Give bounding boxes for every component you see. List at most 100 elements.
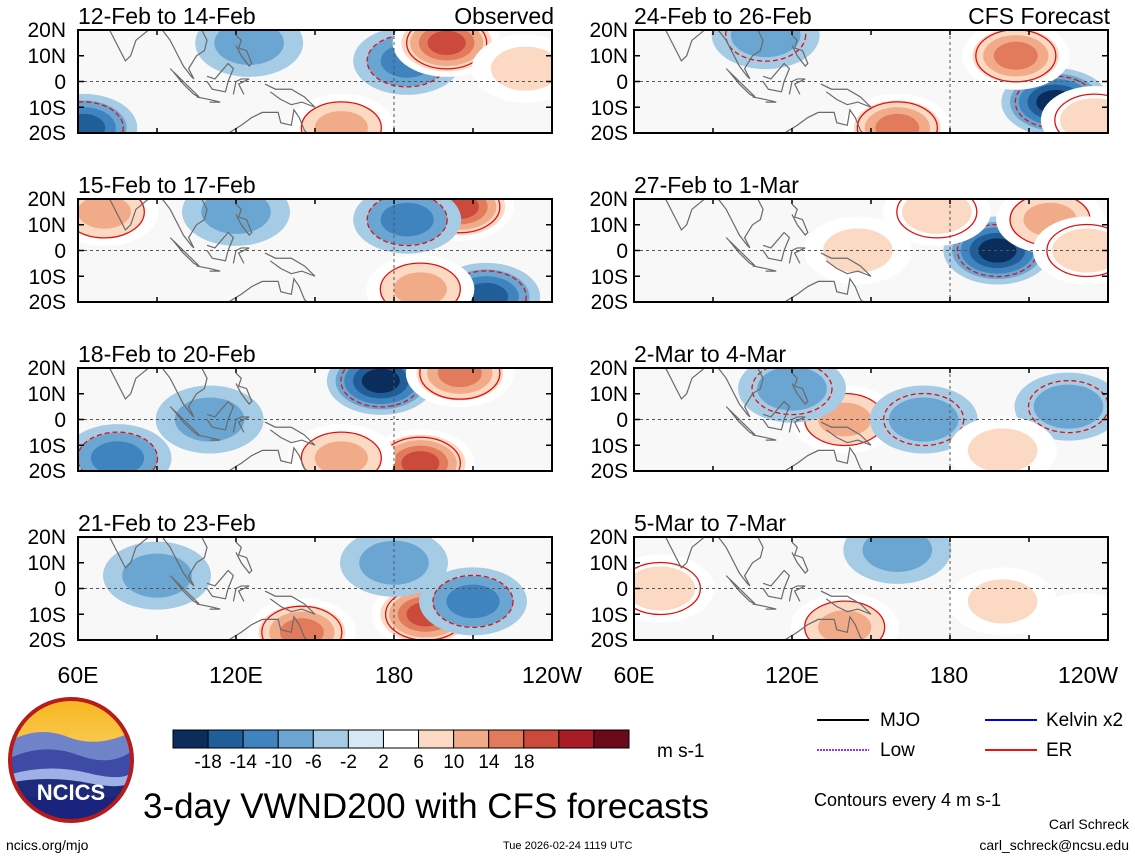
colorbar-swatch: [558, 729, 595, 749]
coastline: [196, 96, 221, 103]
coastline: [161, 368, 208, 418]
lat-label: 20N: [589, 526, 628, 549]
colorbar-units: m s-1: [657, 741, 705, 762]
lat-label: 20N: [589, 19, 628, 42]
panel-title-right-3: 2-Mar to 4-Mar: [634, 341, 787, 367]
panel-title-right-1: 24-Feb to 26-Feb: [634, 3, 812, 29]
lat-label: 10N: [589, 214, 628, 237]
lat-label: 20S: [590, 291, 628, 314]
coastline: [227, 108, 308, 133]
lat-label: 10S: [28, 604, 66, 627]
coastline: [664, 537, 706, 569]
coastline: [783, 446, 864, 471]
coastline: [762, 569, 791, 600]
lat-label: 20N: [27, 526, 66, 549]
logo-text: NCICS: [37, 780, 105, 805]
lat-label: 0: [616, 578, 628, 601]
coastline: [206, 400, 235, 431]
coastline: [235, 372, 253, 405]
coastline: [788, 585, 806, 602]
lat-label: 20S: [590, 460, 628, 483]
panel-title-left-3: 18-Feb to 20-Feb: [78, 341, 256, 367]
er-contour: [379, 262, 461, 302]
colorbar-swatch: [172, 729, 209, 749]
anomaly-contour-fill: [122, 553, 192, 598]
lat-label: 10N: [589, 383, 628, 406]
colorbar-tick-label: 14: [478, 752, 500, 773]
colorbar-swatch: [523, 729, 560, 749]
anomaly-contour-fill: [78, 113, 106, 133]
coastline: [264, 83, 316, 108]
coastline: [717, 368, 764, 418]
coastline: [232, 78, 250, 95]
er-contour: [975, 30, 1057, 83]
anomaly-contour-fill: [361, 368, 400, 394]
panel-title-right-4: 5-Mar to 7-Mar: [634, 510, 787, 536]
anomaly-contour-fill: [78, 199, 131, 229]
lat-label: 20N: [589, 188, 628, 211]
lat-label: 0: [616, 409, 628, 432]
map-panel: [633, 536, 1109, 641]
anomaly-contour-fill: [464, 282, 509, 302]
lat-label: 20S: [28, 291, 66, 314]
er-contour: [78, 431, 159, 471]
colorbar-tick-label: 6: [413, 752, 424, 773]
er-contour: [366, 199, 448, 247]
er-contour: [1054, 93, 1108, 133]
lat-label: 10N: [27, 552, 66, 575]
anomaly-contour-fill: [90, 441, 145, 471]
lat-label: 10S: [28, 435, 66, 458]
colorbar-swatch: [593, 729, 630, 749]
coastline: [752, 434, 777, 441]
coastline: [717, 199, 764, 249]
contour-note: Contours every 4 m s-1: [814, 790, 1002, 810]
coastline: [788, 416, 806, 433]
colorbar-swatch: [207, 729, 244, 749]
coastline: [762, 231, 791, 262]
lat-label: 10N: [27, 45, 66, 68]
colorbar-tick-label: 10: [443, 752, 465, 773]
coastline: [227, 277, 308, 302]
coastline: [788, 247, 806, 264]
colorbar-tick-label: -10: [264, 752, 293, 773]
coastline: [206, 62, 235, 93]
lat-label: 10N: [27, 383, 66, 406]
colorbar-swatch: [312, 729, 349, 749]
footer-author: Carl Schreck: [1048, 816, 1129, 832]
lat-label: 10N: [27, 214, 66, 237]
panel-title-right-2: 27-Feb to 1-Mar: [634, 172, 799, 198]
coastline: [783, 615, 864, 640]
observed-label: Observed: [454, 3, 554, 29]
colorbar-swatch: [418, 729, 455, 749]
coastline: [783, 108, 864, 133]
lat-label: 20S: [28, 460, 66, 483]
er-contour: [896, 199, 978, 239]
er-contour: [856, 101, 938, 133]
anomaly-contour-fill: [1027, 593, 1108, 640]
coastline: [232, 247, 250, 264]
er-contour: [300, 431, 382, 471]
anomaly-contour-fill: [393, 272, 447, 302]
anomaly-contour-fill: [730, 30, 801, 58]
coastline: [752, 265, 777, 272]
anomaly-contour-fill: [862, 537, 933, 572]
er-contour: [725, 30, 807, 62]
lat-label: 0: [54, 71, 66, 94]
map-panel: [77, 536, 553, 641]
coastline: [232, 416, 250, 433]
coastline: [664, 30, 706, 62]
colorbar-tick-label: -6: [304, 752, 322, 773]
colorbar-swatch: [242, 729, 279, 749]
lat-label: 20N: [27, 19, 66, 42]
coastline: [227, 446, 308, 471]
lon-label-right-120w: 120W: [1058, 664, 1119, 687]
er-contour: [751, 368, 833, 416]
coastline: [820, 590, 872, 615]
coastline: [206, 569, 235, 600]
footer-timestamp: Tue 2026-02-24 1119 UTC: [503, 840, 633, 852]
anomaly-contour-fill: [993, 41, 1038, 70]
lon-label-right-60e: 60E: [613, 662, 655, 688]
coastline: [264, 252, 316, 277]
panel-title-left-4: 21-Feb to 23-Feb: [78, 510, 256, 536]
